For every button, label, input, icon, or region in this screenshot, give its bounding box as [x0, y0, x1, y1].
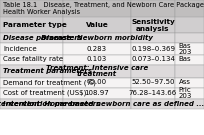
Text: 75.00: 75.00: [87, 80, 107, 85]
Text: Sensitivity
analysis: Sensitivity analysis: [131, 19, 175, 31]
Bar: [0, 18, 63, 33]
Text: Bas: Bas: [178, 57, 191, 63]
Text: Demand for treatment (%): Demand for treatment (%): [3, 79, 96, 86]
Bar: [175, 77, 204, 87]
Bar: [131, 55, 175, 65]
Text: Ass: Ass: [178, 80, 191, 85]
Bar: [0, 77, 63, 87]
Text: Table 18.1   Disease, Treatment, and Newborn Care Package Intervention Param-
He: Table 18.1 Disease, Treatment, and Newbo…: [3, 2, 204, 15]
Bar: [131, 77, 175, 87]
Bar: [131, 43, 175, 55]
Text: 0.073–0.134: 0.073–0.134: [131, 57, 175, 63]
Bar: [131, 65, 175, 77]
Bar: [63, 77, 131, 87]
Text: Bas
203: Bas 203: [178, 43, 192, 55]
Bar: [63, 99, 131, 109]
Bar: [0, 65, 63, 77]
Bar: [63, 18, 131, 33]
Text: Treatment parameters: Treatment parameters: [3, 68, 92, 74]
Text: Parameter type: Parameter type: [3, 22, 67, 28]
Bar: [175, 55, 204, 65]
Bar: [131, 99, 175, 109]
Text: Disease: Newborn morbidity: Disease: Newborn morbidity: [41, 35, 153, 41]
Bar: [63, 55, 131, 65]
Text: 0.283: 0.283: [87, 46, 107, 52]
Bar: [175, 33, 204, 43]
Bar: [131, 87, 175, 99]
Text: Pric
203: Pric 203: [178, 87, 192, 99]
Text: Incidence: Incidence: [3, 46, 37, 52]
Bar: [63, 33, 131, 43]
Bar: [131, 18, 175, 33]
Bar: [0, 33, 63, 43]
Text: 76.28–143.66: 76.28–143.66: [129, 90, 177, 96]
Bar: [63, 87, 131, 99]
Bar: [175, 0, 204, 18]
Bar: [175, 65, 204, 77]
Text: 52.50–97.50: 52.50–97.50: [131, 80, 175, 85]
Text: Cost of treatment (US$): Cost of treatment (US$): [3, 90, 86, 97]
Bar: [175, 99, 204, 109]
Bar: [175, 43, 204, 55]
Bar: [63, 0, 131, 18]
Bar: [175, 87, 204, 99]
Text: 0.103: 0.103: [87, 57, 107, 63]
Text: Value: Value: [85, 22, 108, 28]
Text: Disease parameters: Disease parameters: [3, 35, 82, 41]
Bar: [175, 18, 204, 33]
Text: 0.198–0.369: 0.198–0.369: [131, 46, 175, 52]
Bar: [0, 0, 63, 18]
Bar: [131, 0, 175, 18]
Text: 108.97: 108.97: [84, 90, 109, 96]
Bar: [63, 43, 131, 55]
Text: Intervention: Home-based newborn care as defined ...: Intervention: Home-based newborn care as…: [0, 101, 204, 107]
Bar: [0, 55, 63, 65]
Bar: [63, 65, 131, 77]
Text: Case fatality rate: Case fatality rate: [3, 57, 63, 63]
Bar: [0, 43, 63, 55]
Bar: [0, 99, 63, 109]
Bar: [0, 87, 63, 99]
Text: Intervention parameters: Intervention parameters: [3, 101, 100, 107]
Bar: [131, 33, 175, 43]
Text: Treatment: Intensive care
treatment: Treatment: Intensive care treatment: [46, 65, 148, 77]
